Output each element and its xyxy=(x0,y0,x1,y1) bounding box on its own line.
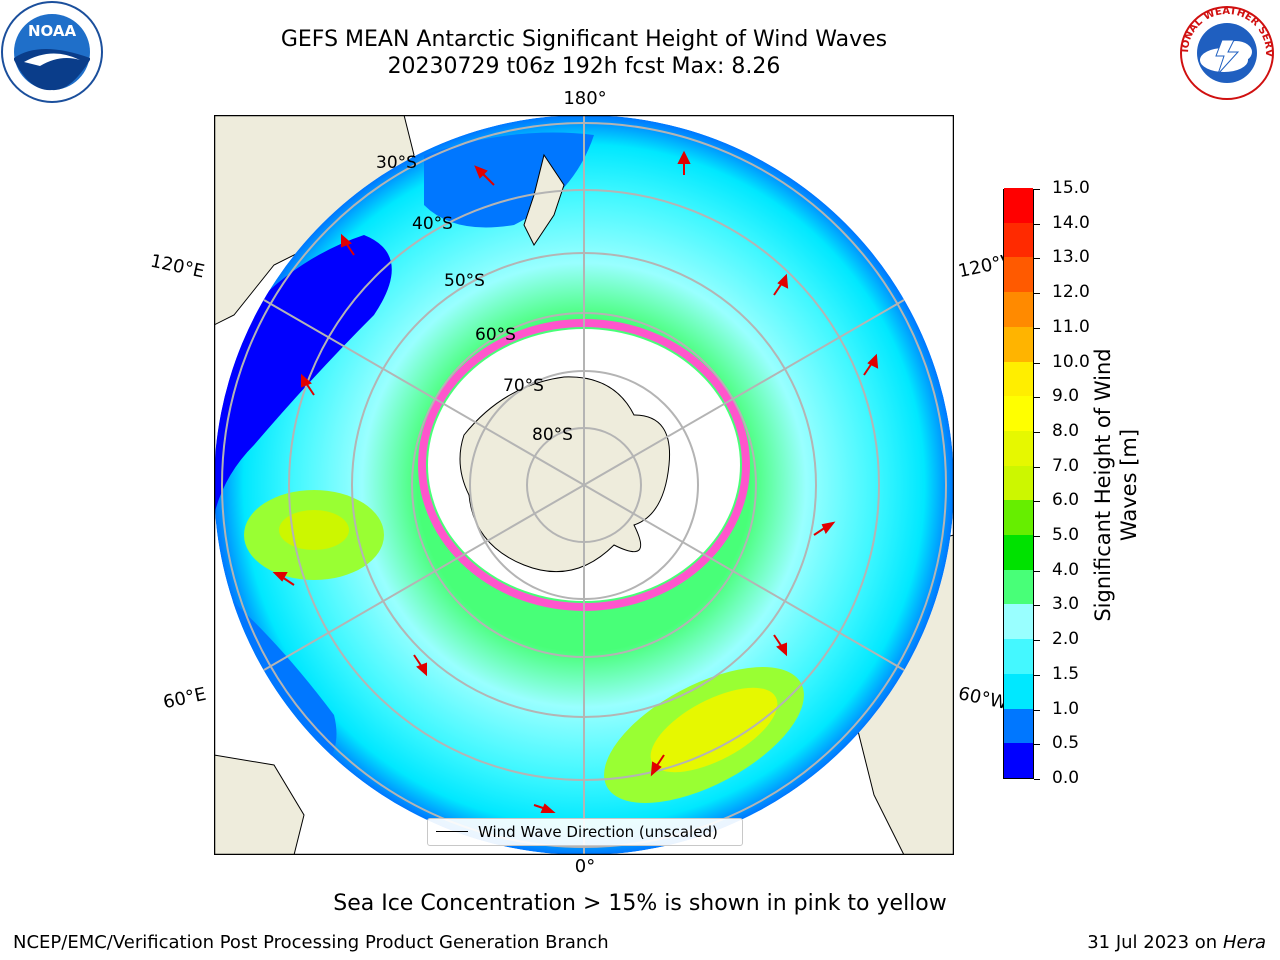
lon-label-180: 180° xyxy=(563,88,607,109)
credit-text: NCEP/EMC/Verification Post Processing Pr… xyxy=(13,932,609,953)
map-frame xyxy=(214,115,954,855)
run-host: Hera xyxy=(1222,932,1266,953)
colorbar-segment xyxy=(1004,291,1033,327)
colorbar-tick-label: 5.0 xyxy=(1052,525,1080,546)
run-date: 31 Jul 2023 on Hera xyxy=(1087,932,1266,953)
colorbar-tick-label: 4.0 xyxy=(1052,559,1080,580)
colorbar-segment xyxy=(1004,499,1033,536)
colorbar-tick-mark xyxy=(1034,779,1040,780)
run-date-text: 31 Jul 2023 on xyxy=(1087,932,1218,953)
colorbar-tick-label: 3.0 xyxy=(1052,594,1080,615)
colorbar-tick-label: 7.0 xyxy=(1052,455,1080,476)
land-africa xyxy=(214,754,305,855)
colorbar-tick-mark xyxy=(1034,431,1040,433)
lat-label-80s: 80°S xyxy=(532,425,573,445)
colorbar-segment xyxy=(1004,361,1033,397)
wave-region-peak-atlantic xyxy=(650,687,778,773)
colorbar-segment xyxy=(1004,673,1033,709)
colorbar-tick-mark xyxy=(1034,189,1040,190)
wave-region-low-north xyxy=(424,132,594,228)
colorbar-tick-label: 6.0 xyxy=(1052,490,1080,511)
colorbar-tick-mark xyxy=(1034,397,1040,399)
colorbar-tick-mark xyxy=(1034,640,1040,642)
map-panel: 30°S 40°S 50°S 60°S 70°S 80°S xyxy=(214,115,954,855)
colorbar-tick-mark xyxy=(1034,536,1040,538)
colorbar-label: Significant Height of Wind Waves [m] xyxy=(1091,348,1141,622)
colorbar-segment xyxy=(1004,534,1033,570)
colorbar-tick-label: 1.5 xyxy=(1052,663,1080,684)
colorbar-tick-mark xyxy=(1034,744,1040,746)
colorbar-tick-label: 0.0 xyxy=(1052,768,1080,788)
colorbar-segment xyxy=(1004,638,1033,674)
colorbar-segment xyxy=(1004,742,1033,778)
legend-label: Wind Wave Direction (unscaled) xyxy=(478,823,718,841)
colorbar-tick-label: 1.0 xyxy=(1052,698,1080,719)
colorbar-tick-mark xyxy=(1034,258,1040,260)
lat-label-40s: 40°S xyxy=(412,214,453,234)
colorbar-tick-mark xyxy=(1034,570,1040,572)
lat-label-70s: 70°S xyxy=(503,376,544,396)
lat-label-50s: 50°S xyxy=(444,271,485,291)
colorbar-tick-label: 10.0 xyxy=(1052,351,1090,372)
legend-line-swatch xyxy=(436,831,468,832)
colorbar-tick-mark xyxy=(1034,223,1040,225)
colorbar-segment xyxy=(1004,256,1033,293)
colorbar-segment xyxy=(1004,326,1033,362)
chart-title: GEFS MEAN Antarctic Significant Height o… xyxy=(280,27,888,52)
colorbar xyxy=(1003,187,1034,779)
chart-subtitle: 20230729 t06z 192h fcst Max: 8.26 xyxy=(387,54,781,79)
lon-label-60w: 60°W xyxy=(956,683,1010,714)
colorbar-tick-label: 8.0 xyxy=(1052,420,1080,441)
colorbar-segment xyxy=(1004,465,1033,501)
colorbar-tick-label: 15.0 xyxy=(1052,178,1090,198)
lon-label-0: 0° xyxy=(574,856,596,877)
lat-label-60s: 60°S xyxy=(475,325,516,345)
colorbar-segment xyxy=(1004,187,1033,223)
colorbar-segment xyxy=(1004,603,1033,640)
lon-label-120e: 120°E xyxy=(148,250,207,283)
colorbar-tick-mark xyxy=(1034,709,1040,711)
wave-region-peak-indian xyxy=(279,510,349,550)
colorbar-tick-mark xyxy=(1034,674,1040,676)
noaa-logo-text: NOAA xyxy=(28,22,77,40)
colorbar-segment xyxy=(1004,708,1033,744)
colorbar-segment xyxy=(1004,430,1033,466)
lon-label-60e: 60°E xyxy=(161,683,208,714)
colorbar-tick-label: 9.0 xyxy=(1052,386,1080,407)
graticule xyxy=(221,115,947,855)
sea-ice-note: Sea Ice Concentration > 15% is shown in … xyxy=(333,891,947,916)
lat-label-30s: 30°S xyxy=(376,153,417,173)
colorbar-tick-mark xyxy=(1034,605,1040,607)
colorbar-tick-mark xyxy=(1034,293,1040,295)
colorbar-tick-mark xyxy=(1034,362,1040,364)
noaa-logo: NOAA xyxy=(1,1,103,103)
colorbar-tick-label: 0.5 xyxy=(1052,733,1080,754)
map-legend: Wind Wave Direction (unscaled) xyxy=(427,818,743,846)
colorbar-tick-label: 14.0 xyxy=(1052,212,1090,233)
colorbar-segment xyxy=(1004,395,1033,431)
colorbar-tick-label: 13.0 xyxy=(1052,247,1090,268)
colorbar-segment xyxy=(1004,569,1033,605)
nws-logo: NATIONAL WEATHER SERVICE xyxy=(1178,4,1274,100)
colorbar-tick-label: 11.0 xyxy=(1052,316,1090,337)
wave-direction-arrows xyxy=(272,150,879,813)
colorbar-tick-label: 12.0 xyxy=(1052,282,1090,303)
colorbar-tick-mark xyxy=(1034,466,1040,468)
colorbar-tick-label: 2.0 xyxy=(1052,629,1080,650)
colorbar-tick-mark xyxy=(1034,327,1040,329)
colorbar-segment xyxy=(1004,222,1033,258)
colorbar-tick-mark xyxy=(1034,501,1040,503)
